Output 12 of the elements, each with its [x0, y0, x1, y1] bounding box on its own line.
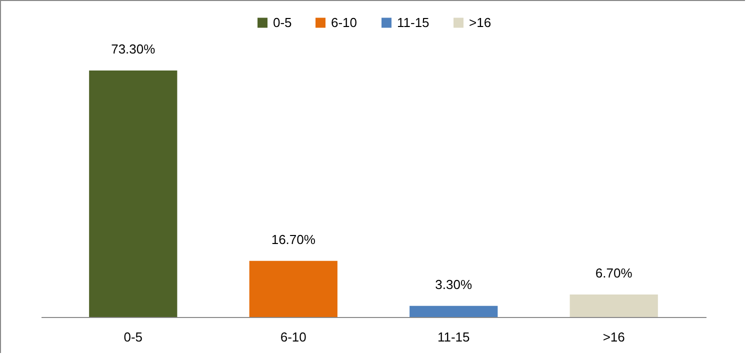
legend-label: >16 — [469, 14, 492, 30]
legend-label: 11-15 — [397, 14, 430, 30]
x-tick-label: >16 — [602, 330, 625, 344]
legend-label: 6-10 — [331, 14, 358, 30]
data-label: 16.70% — [271, 232, 316, 247]
x-tick-label: 0-5 — [124, 330, 143, 344]
data-label: 73.30% — [111, 42, 156, 57]
x-tick-label: 11-15 — [437, 330, 470, 344]
legend-label: 0-5 — [273, 14, 292, 30]
x-tick-label: 6-10 — [280, 330, 306, 344]
data-label: 3.30% — [435, 276, 472, 292]
data-label: 6.70% — [595, 265, 633, 280]
